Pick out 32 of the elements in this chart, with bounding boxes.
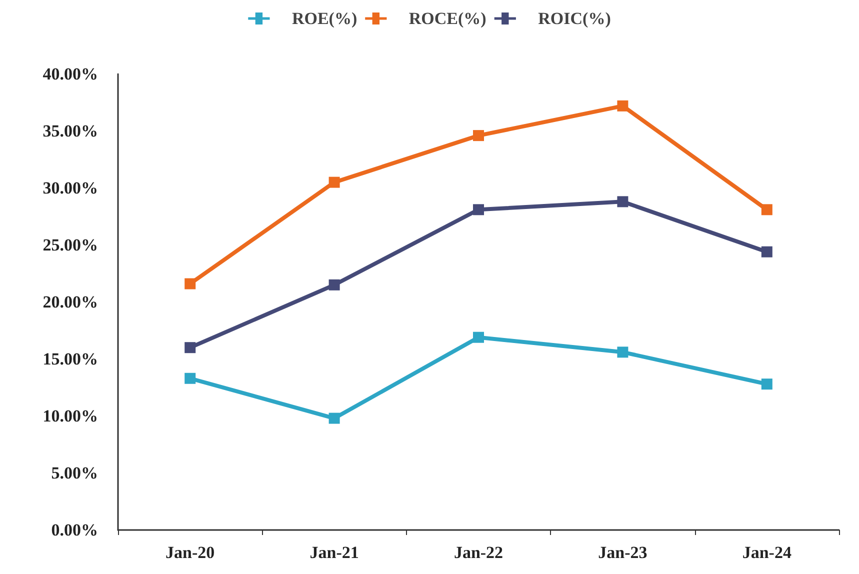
x-tick-label: Jan-22 xyxy=(454,543,504,562)
x-tick-label: Jan-21 xyxy=(310,543,359,562)
point xyxy=(184,372,196,384)
legend-label: ROCE(%) xyxy=(408,9,486,28)
point xyxy=(473,130,484,142)
y-tick-label: 5.00% xyxy=(51,464,98,482)
y-tick-label: 10.00% xyxy=(42,406,98,426)
x-tick-label: Jan-23 xyxy=(598,543,648,562)
legend-label: ROIC(%) xyxy=(538,9,611,28)
y-tick-label: 20.00% xyxy=(42,292,98,312)
point xyxy=(328,176,340,188)
x-tick-label: Jan-24 xyxy=(742,543,792,562)
point xyxy=(617,100,628,112)
y-tick-label: 25.00% xyxy=(42,236,98,254)
point xyxy=(473,332,484,343)
point xyxy=(761,246,772,258)
y-tick-label: 30.00% xyxy=(42,178,98,198)
point xyxy=(617,346,628,358)
point xyxy=(184,342,196,354)
point xyxy=(761,204,772,216)
y-tick-label: 35.00% xyxy=(42,122,98,140)
point xyxy=(328,279,340,290)
point xyxy=(328,412,340,424)
point xyxy=(617,196,628,208)
y-tick-label: 15.00% xyxy=(42,350,98,368)
x-tick-label: Jan-20 xyxy=(166,543,215,562)
point xyxy=(184,278,196,290)
point xyxy=(473,204,484,216)
point xyxy=(761,378,772,390)
y-tick-label: 0.00% xyxy=(51,520,98,540)
legend-label: ROE(%) xyxy=(292,9,358,28)
y-tick-label: 40.00% xyxy=(42,64,98,84)
